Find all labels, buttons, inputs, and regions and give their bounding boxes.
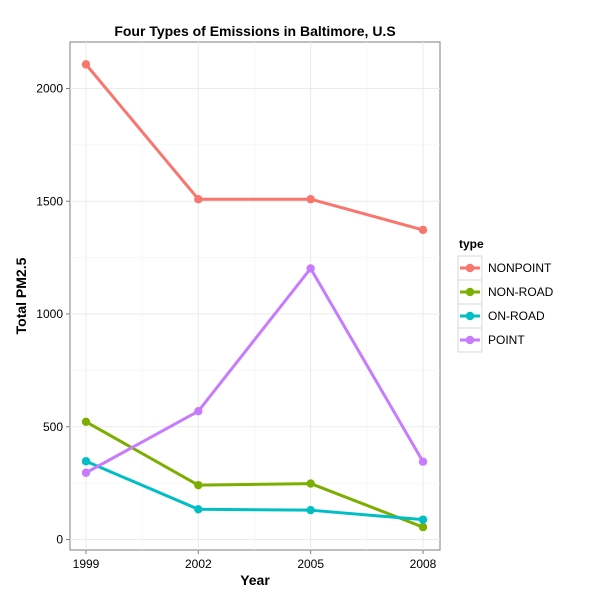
plot-panel: [69, 41, 441, 551]
data-point-on-road: [306, 505, 315, 515]
y-tick-label: 1500: [36, 194, 63, 208]
y-tick-label: 2000: [36, 82, 63, 96]
y-axis: 0 500 1000 1500 2000: [36, 82, 70, 547]
legend-title: type: [459, 237, 484, 251]
legend-key-point: [465, 311, 475, 321]
legend-item-nonpoint: NONPOINT: [457, 255, 552, 281]
data-point-point: [194, 406, 203, 416]
series-on-road: [81, 457, 428, 524]
y-tick-label: 500: [43, 420, 63, 434]
series-line-on-road: [85, 459, 424, 522]
x-tick-label: 2008: [410, 557, 437, 571]
data-point-non-road: [418, 522, 428, 532]
legend-item-point: POINT: [457, 327, 525, 353]
data-point-on-road: [81, 457, 91, 466]
legend: type NONPOINT NON-ROAD ON-ROAD POINT: [457, 237, 554, 353]
x-tick-label: 1999: [73, 557, 100, 571]
y-axis-title: Total PM2.5: [13, 257, 29, 334]
data-point-non-road: [81, 417, 91, 426]
series-line-non-road: [85, 420, 424, 529]
chart-title: Four Types of Emissions in Baltimore, U.…: [114, 23, 395, 39]
legend-key-point: [465, 263, 475, 273]
x-axis-title: Year: [240, 572, 270, 588]
x-tick-label: 2005: [297, 557, 324, 571]
legend-key-point: [465, 335, 475, 345]
data-point-on-road: [418, 515, 428, 524]
data-point-point: [418, 457, 428, 466]
series-line-nonpoint: [84, 63, 424, 232]
data-point-nonpoint: [306, 195, 315, 204]
series-line-point: [85, 266, 425, 475]
legend-label: NONPOINT: [488, 261, 552, 275]
legend-label: NON-ROAD: [488, 285, 554, 299]
series-nonpoint: [81, 60, 428, 235]
legend-item-on-road: ON-ROAD: [457, 303, 545, 329]
series-layer: [81, 60, 428, 532]
x-tick-label: 2002: [185, 557, 212, 571]
legend-label: ON-ROAD: [488, 309, 545, 323]
legend-key-point: [465, 287, 475, 297]
data-point-non-road: [194, 480, 203, 490]
x-axis: 1999 2002 2005 2008: [73, 550, 437, 571]
legend-label: POINT: [488, 333, 525, 347]
series-point: [81, 264, 428, 477]
data-point-nonpoint: [194, 195, 203, 204]
data-point-point: [306, 264, 315, 273]
data-point-point: [81, 468, 91, 477]
data-point-nonpoint: [418, 225, 428, 235]
series-non-road: [81, 417, 428, 532]
y-tick-label: 0: [56, 533, 63, 547]
data-point-nonpoint: [81, 60, 91, 69]
y-tick-label: 1000: [36, 307, 63, 321]
data-point-non-road: [306, 479, 315, 488]
legend-item-non-road: NON-ROAD: [457, 279, 554, 305]
data-point-on-road: [194, 505, 203, 514]
